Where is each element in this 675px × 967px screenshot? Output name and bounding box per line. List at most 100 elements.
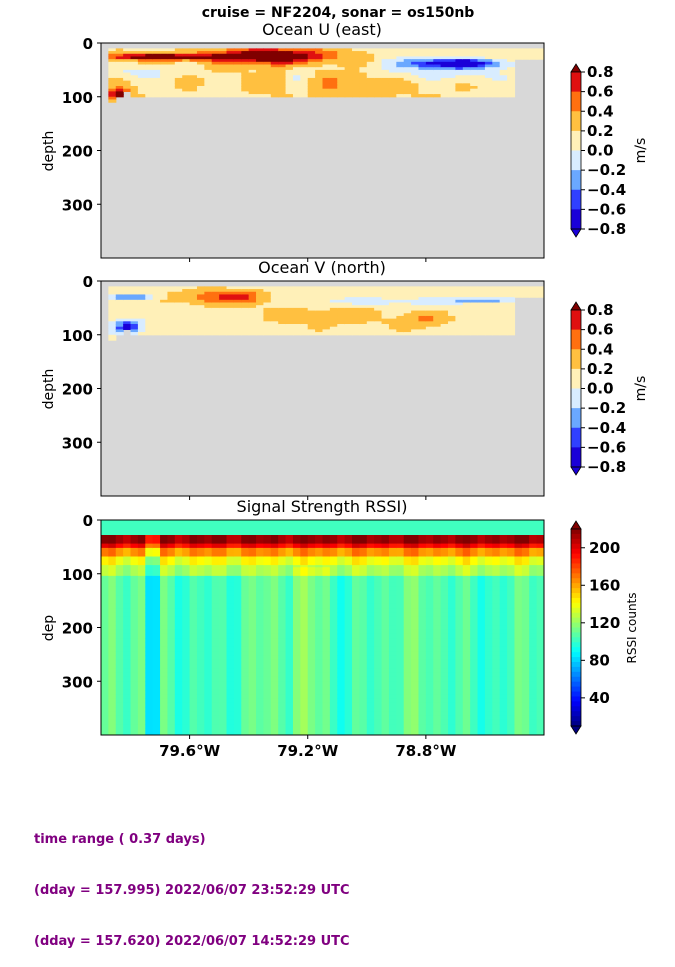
rssi-cell (330, 664, 338, 669)
rssi-cell (433, 698, 441, 703)
velocity-cell (374, 94, 382, 97)
rssi-cell (448, 690, 456, 695)
rssi-cell (345, 643, 353, 648)
colorbar-extend (571, 64, 581, 72)
rssi-cell (116, 587, 124, 592)
rssi-cell (448, 681, 456, 686)
rssi-cell (396, 720, 404, 725)
rssi-cell (167, 651, 175, 656)
rssi-cell (271, 707, 279, 712)
rssi-cell (433, 677, 441, 682)
rssi-cell (411, 604, 419, 609)
rssi-cell (219, 711, 227, 716)
rssi-cell (256, 746, 264, 751)
rssi-cell (108, 647, 116, 652)
rssi-cell (160, 655, 168, 660)
rssi-cell (101, 694, 109, 699)
rssi-cell (182, 638, 190, 643)
rssi-cell (116, 677, 124, 682)
rssi-cell (123, 690, 131, 695)
velocity-cell (492, 332, 500, 335)
rssi-cell (101, 655, 109, 660)
rssi-cell (175, 647, 183, 652)
rssi-cell (182, 578, 190, 583)
colorbar-tick-label: 0.0 (587, 142, 614, 160)
rssi-cell (337, 668, 345, 673)
rssi-cell (404, 673, 412, 678)
rssi-cell (182, 630, 190, 635)
rssi-cell (315, 694, 323, 699)
rssi-cell (256, 617, 264, 622)
rssi-cell (404, 643, 412, 648)
rssi-cell (234, 690, 242, 695)
rssi-cell (190, 660, 198, 665)
velocity-cell (537, 56, 545, 59)
rssi-cell (197, 634, 205, 639)
rssi-cell (330, 578, 338, 583)
rssi-cell (352, 737, 360, 742)
rssi-cell (308, 668, 316, 673)
rssi-cell (300, 582, 308, 587)
rssi-cell (241, 724, 249, 729)
rssi-cell (256, 591, 264, 596)
rssi-cell (219, 621, 227, 626)
rssi-cell (374, 578, 382, 583)
rssi-cell (101, 724, 109, 729)
rssi-cell (352, 587, 360, 592)
rssi-cell (396, 729, 404, 734)
rssi-cell (389, 681, 397, 686)
rssi-cell (352, 716, 360, 721)
rssi-cell (153, 720, 161, 725)
rssi-cell (382, 720, 390, 725)
velocity-cell (411, 94, 419, 97)
velocity-cell (404, 332, 412, 335)
rssi-cell (108, 604, 116, 609)
rssi-cell (330, 612, 338, 617)
rssi-cell (249, 681, 257, 686)
rssi-cell (278, 694, 286, 699)
rssi-cell (300, 647, 308, 652)
rssi-cell (116, 737, 124, 742)
rssi-cell (323, 720, 331, 725)
rssi-cell (219, 690, 227, 695)
rssi-cell (389, 617, 397, 622)
velocity-cell (418, 332, 426, 335)
rssi-cell (418, 664, 426, 669)
rssi-cell (345, 617, 353, 622)
rssi-cell (182, 698, 190, 703)
rssi-cell (256, 681, 264, 686)
rssi-cell (396, 711, 404, 716)
y-tick-label: 0 (83, 273, 93, 291)
rssi-cell (263, 655, 271, 660)
rssi-cell (345, 595, 353, 600)
rssi-cell (286, 604, 294, 609)
rssi-cell (241, 741, 249, 746)
rssi-cell (241, 612, 249, 617)
rssi-cell (345, 608, 353, 613)
rssi-cell (448, 643, 456, 648)
rssi-cell (145, 643, 153, 648)
rssi-cell (131, 694, 139, 699)
rssi-cell (212, 651, 220, 656)
velocity-cell (426, 332, 434, 335)
rssi-cell (337, 647, 345, 652)
rssi-cell (123, 647, 131, 652)
rssi-cell (167, 600, 175, 605)
rssi-cell (167, 638, 175, 643)
rssi-cell (278, 703, 286, 708)
rssi-cell (359, 600, 367, 605)
rssi-cell (190, 716, 198, 721)
rssi-cell (227, 612, 235, 617)
rssi-cell (116, 578, 124, 583)
rssi-cell (256, 582, 264, 587)
rssi-cell (153, 707, 161, 712)
rssi-cell (441, 660, 449, 665)
rssi-cell (108, 707, 116, 712)
rssi-cell (418, 651, 426, 656)
rssi-cell (367, 600, 375, 605)
rssi-cell (204, 651, 212, 656)
rssi-cell (108, 741, 116, 746)
rssi-cell (241, 651, 249, 656)
velocity-cell (463, 94, 471, 97)
rssi-cell (411, 612, 419, 617)
